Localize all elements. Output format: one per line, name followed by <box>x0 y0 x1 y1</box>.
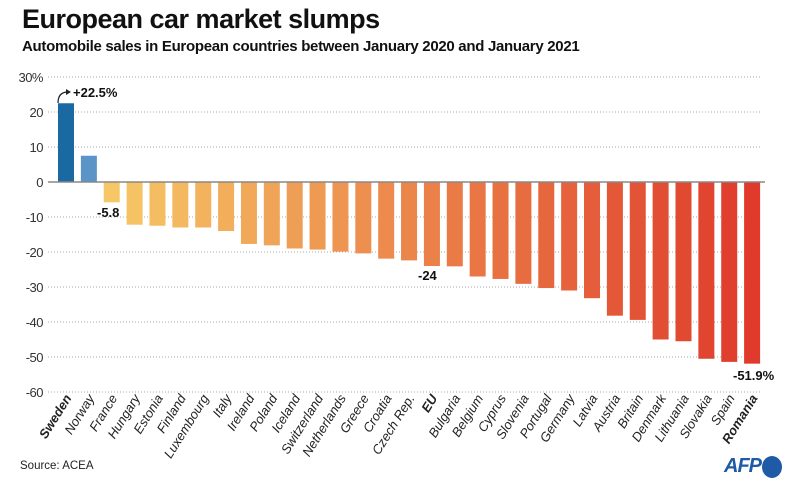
chart-title: European car market slumps <box>22 4 380 34</box>
bar-ireland <box>240 182 257 244</box>
bar-estonia <box>149 182 166 226</box>
bar-italy <box>218 182 235 231</box>
bar-norway <box>80 155 97 182</box>
bar-slovenia <box>515 182 532 284</box>
y-tick-label: -40 <box>26 315 44 330</box>
bar-hungary <box>126 182 143 225</box>
bar-greece <box>355 182 372 254</box>
bar-spain <box>721 182 738 362</box>
data-label: -5.8 <box>97 205 119 220</box>
bar-bulgaria <box>446 182 463 267</box>
bar-finland <box>172 182 189 228</box>
bar-britain <box>629 182 646 320</box>
data-label: +22.5% <box>73 85 118 100</box>
bar-poland <box>263 182 280 246</box>
y-tick-label: -10 <box>26 210 44 225</box>
afp-logo-dot <box>762 455 782 478</box>
bar-eu <box>423 182 440 266</box>
bar-denmark <box>652 182 669 340</box>
y-tick-label: 10 <box>30 140 44 155</box>
bar-romania <box>744 182 761 364</box>
y-tick-label: -60 <box>26 385 44 400</box>
y-tick-label: 30% <box>18 70 43 85</box>
bar-lithuania <box>675 182 692 342</box>
afp-logo-text: AFP <box>724 455 762 477</box>
bar-netherlands <box>332 182 349 252</box>
bar-croatia <box>378 182 395 259</box>
bar-czech-rep- <box>401 182 418 261</box>
bar-latvia <box>584 182 601 299</box>
bar-iceland <box>286 182 303 249</box>
bar-portugal <box>538 182 555 289</box>
data-label: -51.9% <box>733 368 775 383</box>
y-tick-label: -30 <box>26 280 44 295</box>
y-tick-label: -20 <box>26 245 44 260</box>
bar-sweden <box>58 103 74 182</box>
bar-belgium <box>469 182 486 277</box>
y-tick-label: -50 <box>26 350 44 365</box>
bar-austria <box>606 182 623 316</box>
bar-slovakia <box>698 182 715 359</box>
chart-subtitle: Automobile sales in European countries b… <box>22 38 580 55</box>
bar-france <box>103 182 120 203</box>
bar-luxembourg <box>195 182 212 228</box>
arrow-head-icon <box>66 89 71 95</box>
bar-cyprus <box>492 182 509 279</box>
bar-germany <box>561 182 578 291</box>
afp-logo: AFP <box>724 455 782 478</box>
y-tick-label: 20 <box>30 105 44 120</box>
y-tick-label: 0 <box>36 175 43 190</box>
source-note: Source: ACEA <box>20 460 94 472</box>
data-label: -24 <box>418 268 438 283</box>
bar-switzerland <box>309 182 326 250</box>
